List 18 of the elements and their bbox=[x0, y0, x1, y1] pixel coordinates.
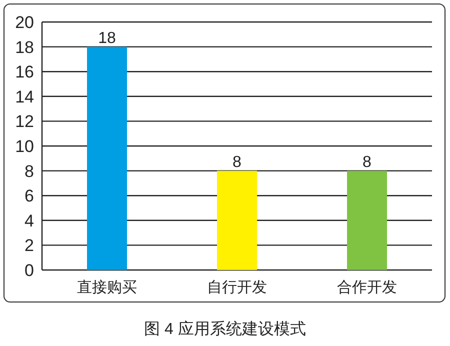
x-tick-label: 自行开发 bbox=[207, 279, 267, 296]
y-tick-label: 10 bbox=[15, 137, 34, 156]
x-tick-label: 直接购买 bbox=[77, 279, 137, 296]
y-tick-label: 4 bbox=[24, 211, 34, 230]
text: 图 4 应用系统建设模式 bbox=[144, 320, 306, 338]
y-tick-label: 16 bbox=[15, 62, 34, 82]
y-tick-label: 20 bbox=[15, 13, 34, 32]
y-tick-label: 18 bbox=[15, 38, 34, 57]
y-tick-label: 8 bbox=[24, 162, 34, 181]
y-tick-label: 14 bbox=[15, 87, 34, 106]
y-tick-label: 2 bbox=[24, 236, 34, 256]
y-tick-label: 12 bbox=[15, 112, 34, 132]
data-label: 18 bbox=[98, 30, 116, 47]
data-label: 8 bbox=[362, 154, 372, 171]
y-tick-label: 0 bbox=[24, 261, 34, 280]
x-tick-label: 合作开发 bbox=[337, 279, 397, 296]
y-tick-label: 6 bbox=[24, 186, 34, 206]
data-label: 8 bbox=[232, 154, 242, 171]
